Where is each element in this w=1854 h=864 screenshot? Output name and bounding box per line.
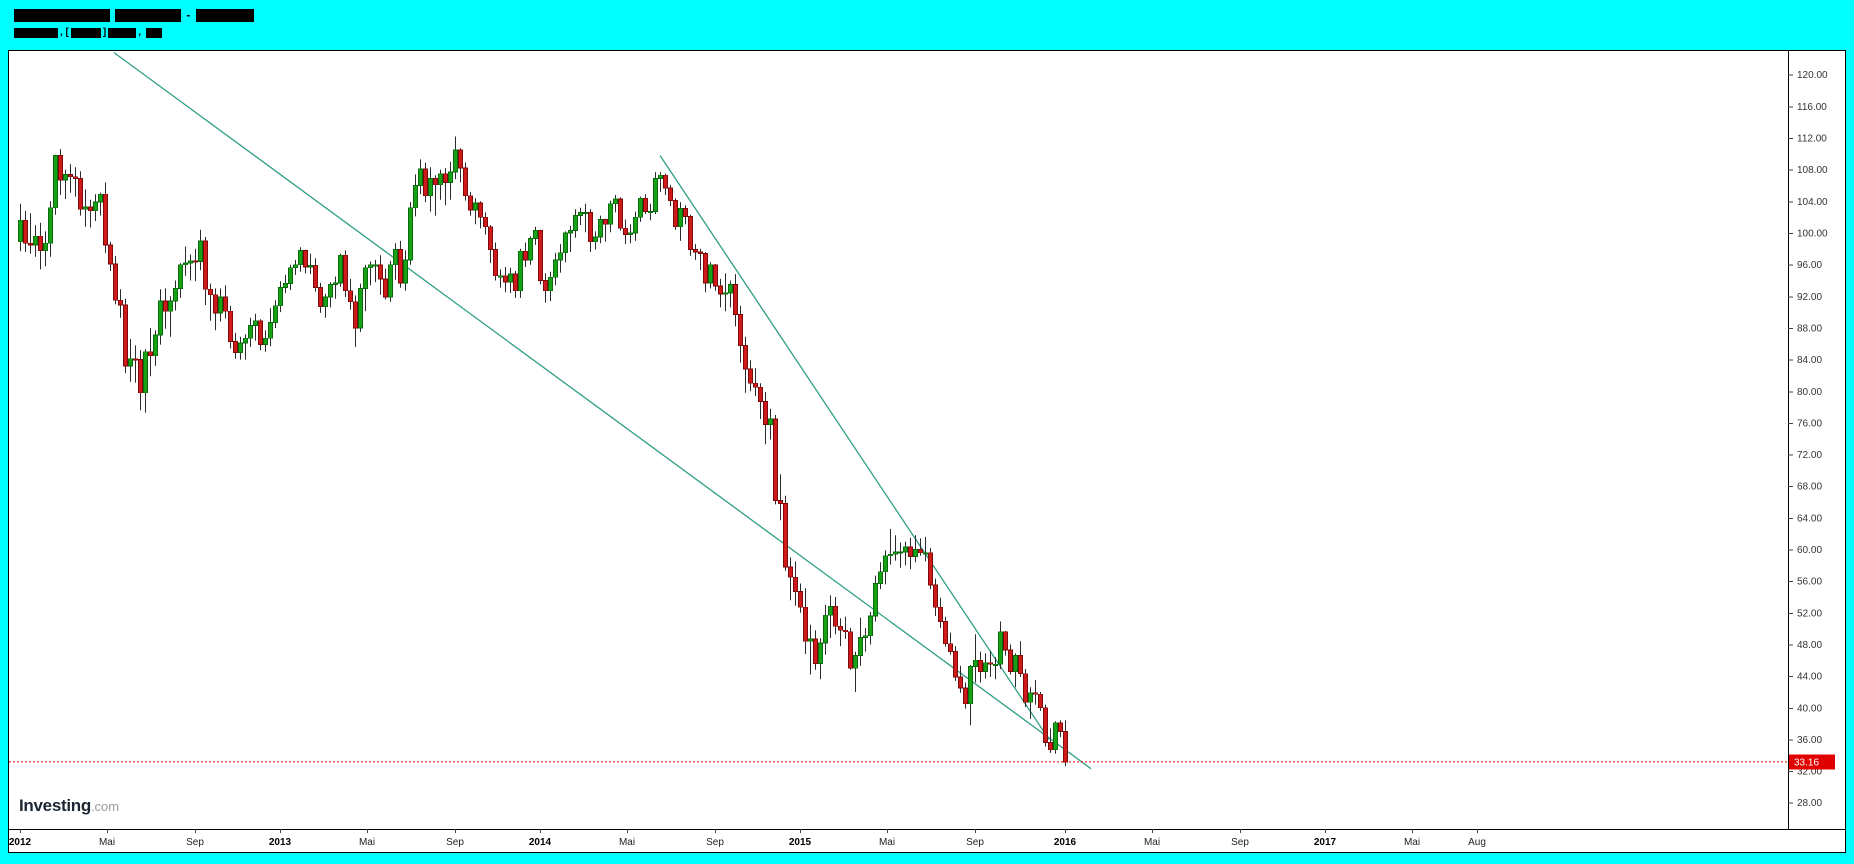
chart-title-redacted: - bbox=[14, 7, 254, 24]
time-axis[interactable]: 2012 Mai Sep 2013 Mai Sep 2014 Mai Sep 2015 Mai Sep… bbox=[9, 829, 1486, 848]
svg-text:52.00: 52.00 bbox=[1797, 608, 1822, 619]
svg-text:56.00: 56.00 bbox=[1797, 577, 1822, 588]
redacted-text-bar bbox=[145, 27, 162, 38]
svg-text:Sep: Sep bbox=[446, 837, 464, 848]
svg-text:64.00: 64.00 bbox=[1797, 513, 1822, 524]
svg-text:Sep: Sep bbox=[966, 837, 984, 848]
header-visible-text: - bbox=[183, 8, 194, 22]
svg-text:116.00: 116.00 bbox=[1797, 102, 1827, 113]
svg-text:2013: 2013 bbox=[269, 837, 292, 848]
svg-text:60.00: 60.00 bbox=[1797, 545, 1822, 556]
svg-text:2017: 2017 bbox=[1314, 837, 1337, 848]
svg-text:Sep: Sep bbox=[1231, 837, 1249, 848]
svg-text:96.00: 96.00 bbox=[1797, 260, 1822, 271]
svg-text:2016: 2016 bbox=[1054, 837, 1077, 848]
svg-text:2012: 2012 bbox=[9, 837, 32, 848]
svg-text:Mai: Mai bbox=[879, 837, 895, 848]
header-visible-text: , bbox=[138, 27, 144, 38]
price-axis[interactable]: 120.00 116.00 112.00 108.00 104.00 100.00 96.0… bbox=[1788, 70, 1828, 809]
svg-text:48.00: 48.00 bbox=[1797, 640, 1822, 651]
svg-text:Mai: Mai bbox=[619, 837, 635, 848]
svg-text:Sep: Sep bbox=[706, 837, 724, 848]
svg-text:80.00: 80.00 bbox=[1797, 387, 1822, 398]
header-visible-text: , [ bbox=[60, 27, 69, 38]
investing-logo[interactable]: Investing.com bbox=[19, 796, 119, 816]
axis-lines bbox=[9, 51, 1845, 830]
svg-text:2014: 2014 bbox=[529, 837, 552, 848]
svg-text:104.00: 104.00 bbox=[1797, 197, 1828, 208]
svg-text:44.00: 44.00 bbox=[1797, 672, 1822, 683]
chart-panel: 120.00 116.00 112.00 108.00 104.00 100.00 96.0… bbox=[8, 50, 1846, 853]
svg-text:Mai: Mai bbox=[1144, 837, 1160, 848]
last-price-label: 33.16 bbox=[1789, 754, 1835, 770]
chart-header: - , [], bbox=[14, 7, 254, 41]
candles-group bbox=[18, 136, 1068, 767]
svg-text:2015: 2015 bbox=[789, 837, 812, 848]
redacted-text-bar bbox=[115, 9, 181, 22]
redacted-text-bar bbox=[195, 9, 254, 22]
header-visible-text: ] bbox=[102, 27, 107, 38]
svg-text:92.00: 92.00 bbox=[1797, 292, 1822, 303]
svg-text:68.00: 68.00 bbox=[1797, 482, 1822, 493]
trendline-1[interactable] bbox=[113, 52, 1092, 770]
svg-text:32.00: 32.00 bbox=[1797, 767, 1822, 778]
svg-text:Aug: Aug bbox=[1468, 837, 1486, 848]
redacted-text-bar bbox=[70, 27, 101, 38]
svg-text:Mai: Mai bbox=[1404, 837, 1420, 848]
chart-subtitle-redacted: , [], bbox=[14, 24, 254, 41]
svg-text:33.16: 33.16 bbox=[1794, 757, 1819, 768]
svg-text:Mai: Mai bbox=[99, 837, 115, 848]
redacted-text-bar bbox=[14, 9, 110, 22]
svg-text:112.00: 112.00 bbox=[1797, 134, 1827, 145]
svg-text:36.00: 36.00 bbox=[1797, 735, 1822, 746]
trendline-2[interactable] bbox=[659, 155, 1050, 740]
svg-text:28.00: 28.00 bbox=[1797, 798, 1822, 809]
svg-text:100.00: 100.00 bbox=[1797, 229, 1828, 240]
svg-text:76.00: 76.00 bbox=[1797, 418, 1822, 429]
investing-logo-suffix: .com bbox=[90, 799, 120, 814]
redacted-text-bar bbox=[14, 27, 58, 38]
svg-text:40.00: 40.00 bbox=[1797, 703, 1822, 714]
svg-text:Mai: Mai bbox=[359, 837, 375, 848]
svg-text:Sep: Sep bbox=[186, 837, 204, 848]
investing-logo-text: Investing bbox=[19, 796, 91, 815]
svg-text:72.00: 72.00 bbox=[1797, 450, 1822, 461]
svg-text:108.00: 108.00 bbox=[1797, 165, 1828, 176]
svg-text:120.00: 120.00 bbox=[1797, 70, 1828, 81]
trendlines-group bbox=[113, 52, 1092, 770]
candlestick-chart[interactable]: 120.00 116.00 112.00 108.00 104.00 100.00 96.0… bbox=[9, 51, 1845, 852]
redacted-text-bar bbox=[108, 27, 137, 38]
svg-text:84.00: 84.00 bbox=[1797, 355, 1822, 366]
svg-text:88.00: 88.00 bbox=[1797, 324, 1822, 335]
